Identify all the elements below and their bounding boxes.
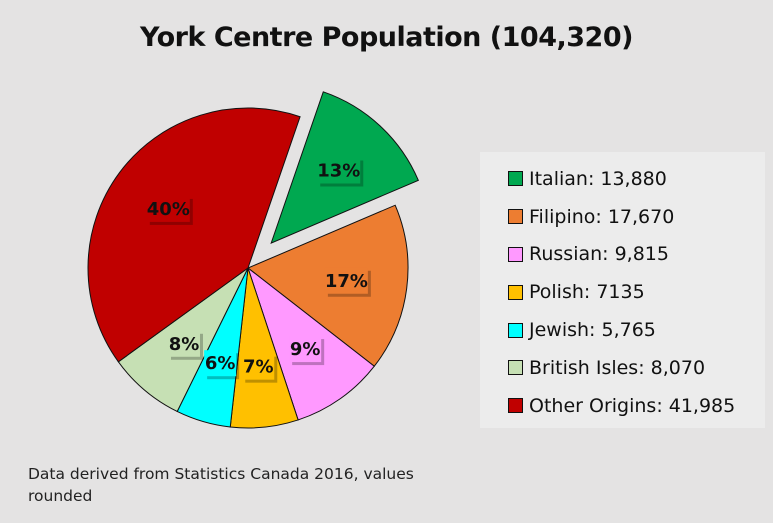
legend-label: Jewish: 5,765 xyxy=(529,319,656,342)
legend-item: Italian: 13,880 xyxy=(508,160,765,198)
data-label-box xyxy=(317,157,361,184)
data-label: 6% xyxy=(205,353,236,374)
legend-label: Polish: 7135 xyxy=(529,281,645,304)
legend-label: Russian: 9,815 xyxy=(529,243,669,266)
data-label: 7% xyxy=(243,357,274,378)
chart-title: York Centre Population (104,320) xyxy=(140,22,633,53)
data-label-box xyxy=(146,195,190,222)
legend-swatch xyxy=(508,360,523,376)
legend: Italian: 13,880 Filipino: 17,670 Russian: … xyxy=(480,152,765,428)
legend-swatch xyxy=(508,398,523,414)
data-label-box xyxy=(324,267,368,294)
legend-swatch xyxy=(508,246,523,262)
legend-item: British Isles: 8,070 xyxy=(508,349,765,387)
legend-item: Russian: 9,815 xyxy=(508,236,765,274)
legend-label: British Isles: 8,070 xyxy=(529,356,706,379)
data-label-box xyxy=(204,350,237,377)
legend-item: Polish: 7135 xyxy=(508,273,765,311)
legend-item: Filipino: 17,670 xyxy=(508,198,765,236)
legend-label: Other Origins: 41,985 xyxy=(529,394,736,417)
legend-swatch xyxy=(508,209,523,225)
footnote: Data derived from Statistics Canada 2016… xyxy=(28,465,414,505)
data-label: 9% xyxy=(290,339,321,360)
legend-item: Jewish: 5,765 xyxy=(508,311,765,349)
pie-slice-other-origins xyxy=(87,107,301,363)
data-label: 8% xyxy=(169,334,200,355)
data-label: 13% xyxy=(317,161,360,182)
data-label: 40% xyxy=(147,199,190,220)
legend-swatch xyxy=(508,322,523,338)
legend-swatch xyxy=(508,284,523,300)
data-label-box xyxy=(242,353,275,380)
data-label-box xyxy=(289,336,322,363)
data-label-box xyxy=(167,330,200,357)
legend-label: Filipino: 17,670 xyxy=(529,205,675,228)
legend-label: Italian: 13,880 xyxy=(529,167,667,190)
legend-item: Other Origins: 41,985 xyxy=(508,387,765,425)
legend-swatch xyxy=(508,171,523,187)
pie-chart: 13% 17% 9% 7% 6%8% 40% xyxy=(87,91,419,429)
data-label: 17% xyxy=(325,271,368,292)
